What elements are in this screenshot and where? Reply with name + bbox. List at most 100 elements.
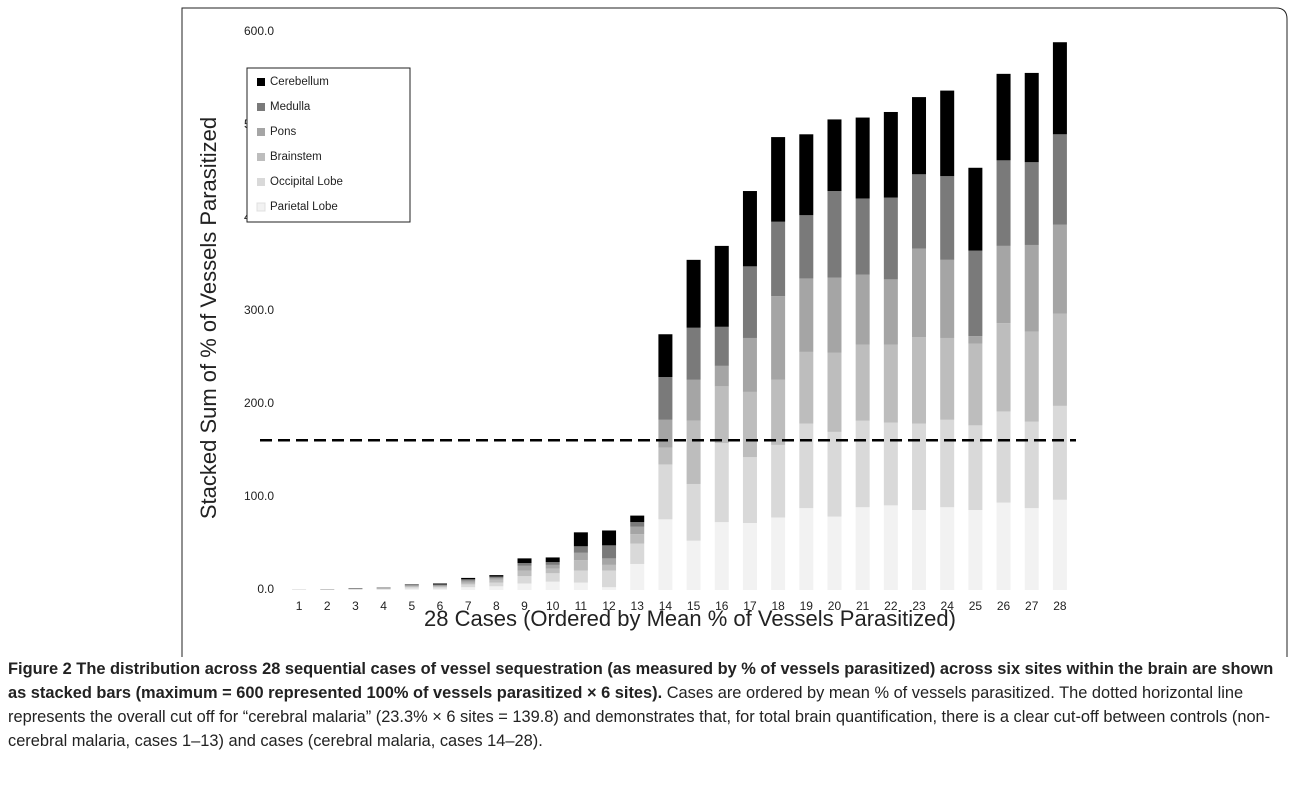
bar-segment [799,423,814,509]
bar-segment [1052,42,1067,135]
bar-segment [630,526,645,535]
bar-segment [855,274,870,345]
bar-segment [827,516,842,590]
legend-swatch [257,78,265,86]
bar-segment [742,523,757,590]
bar-segment [799,215,814,279]
bar-segment [996,73,1011,161]
bar-segment [602,564,617,571]
legend-label: Parietal Lobe [270,201,338,213]
bar-segment [742,191,757,267]
legend-label: Pons [270,126,296,138]
bar-segment [714,365,729,387]
bar-segment [630,522,645,527]
bar-segment [714,326,729,366]
bar-segment [1052,499,1067,590]
bar-segment [630,563,645,590]
bar-segment [912,174,927,249]
bar-segment [573,582,588,590]
bar-segment [855,420,870,508]
caption: Figure 2 The distribution across 28 sequ… [8,657,1280,753]
figure-border [181,7,1288,657]
bar-segment [883,505,898,590]
bar-segment [827,119,842,192]
bar-segment [714,443,729,523]
bar-segment [968,425,983,511]
bar-segment [573,560,588,571]
bar-segment [940,507,955,590]
bar-segment [827,431,842,517]
bar-segment [658,519,673,590]
bar-segment [996,245,1011,324]
bar-segment [432,585,447,587]
bar-segment [714,386,729,444]
bar-segment [686,483,701,541]
bar-segment [630,543,645,564]
bar-segment [517,565,532,571]
bar-segment [432,587,447,589]
bar-segment [602,545,617,559]
x-tick-label: 4 [380,599,387,613]
x-tick-label: 23 [912,599,926,613]
bar-segment [686,327,701,380]
x-tick-label: 11 [575,599,588,613]
bar-segment [686,540,701,590]
bar-segment [376,589,391,590]
bar-segment [573,570,588,583]
chart: Stacked Sum of % of Vessels Parasitized … [181,7,1288,657]
bar-segment [602,558,617,565]
bar-segment [771,379,786,445]
x-tick-label: 9 [521,599,528,613]
bar-segment [630,534,645,544]
bar-segment [968,167,983,251]
bar-segment [883,344,898,423]
bar-segment [461,579,476,581]
bar-segment [855,344,870,421]
bar-segment [517,563,532,566]
bar-segment [1052,134,1067,225]
bar-segment [686,379,701,421]
legend-label: Occipital Lobe [270,176,343,188]
bar-segment [1052,313,1067,406]
bar-segment [404,586,419,588]
x-tick-label: 28 [1053,599,1067,613]
x-tick-label: 16 [715,599,729,613]
y-tick-label: 600.0 [244,24,274,38]
x-tick-label: 12 [602,599,616,613]
bar-segment [461,582,476,585]
bar-segment [489,579,504,583]
x-tick-label: 24 [941,599,955,613]
x-tick-label: 15 [687,599,701,613]
bar-segment [912,248,927,338]
legend-label: Medulla [270,101,311,113]
bar-segment [517,583,532,590]
legend-swatch [257,153,265,161]
bar-segment [742,391,757,458]
y-tick-label: 100.0 [244,489,274,503]
bar-segment [545,568,560,574]
bar-segment [686,259,701,328]
bar-segment [461,580,476,583]
x-tick-label: 7 [465,599,472,613]
bar-segment [545,581,560,590]
bar-segment [940,90,955,177]
y-tick-label: 200.0 [244,396,274,410]
bar-segment [827,352,842,432]
bar-segment [940,419,955,508]
bar-segment [996,160,1011,246]
bar-segment [545,564,560,569]
bar-segment [996,323,1011,412]
legend-label: Cerebellum [270,76,329,88]
bar-segment [968,336,983,344]
caption-title: Figure 2 The distribution across 28 sequ… [8,660,1274,702]
bar-segment [686,420,701,484]
x-tick-label: 1 [296,599,303,613]
bar-segment [461,584,476,588]
x-tick-label: 13 [631,599,645,613]
bar-segment [1024,72,1039,163]
bar-segment [489,582,504,587]
y-axis-title: Stacked Sum of % of Vessels Parasitized [196,117,221,519]
legend-swatch [257,103,265,111]
x-tick-label: 14 [659,599,673,613]
bar-segment [771,296,786,380]
